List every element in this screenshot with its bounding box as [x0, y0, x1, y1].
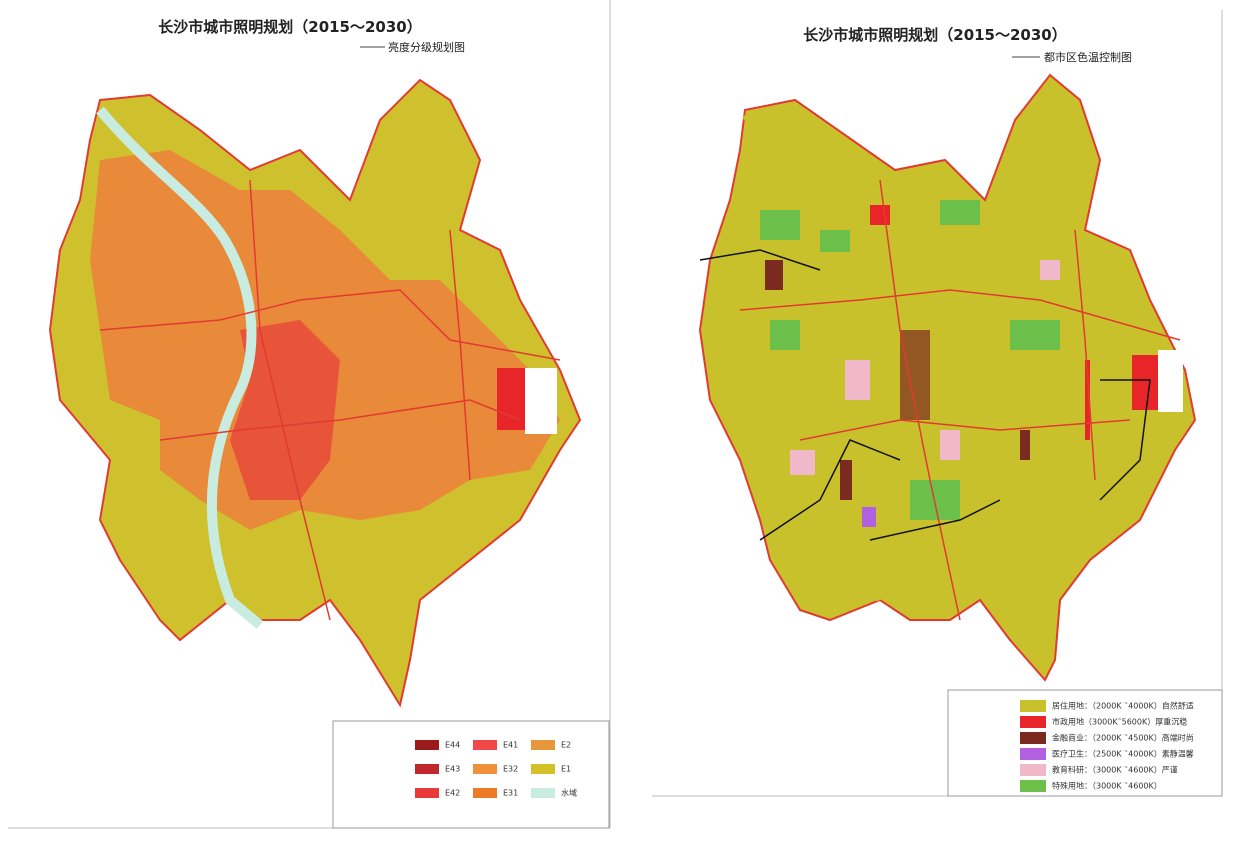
legend-label: E2 [561, 741, 571, 750]
right-panel: 长沙市城市照明规划（2015～2030） 都市区色温控制图 居住用地：（2000… [652, 10, 1223, 797]
legend-swatch [415, 764, 439, 774]
legend-label: E42 [445, 789, 460, 798]
legend-swatch [473, 788, 497, 798]
boundaries [739, 179, 1181, 621]
legend-swatch [1020, 780, 1046, 792]
legend-swatch [415, 740, 439, 750]
legend-swatch [473, 740, 497, 750]
legend-label: E44 [445, 741, 460, 750]
blank [525, 368, 557, 434]
legend-swatch [473, 764, 497, 774]
legend-label: 居住用地：（2000K ˜4000K）自然舒适 [1052, 701, 1194, 711]
brightness-zone [90, 150, 560, 530]
map-subtitle: 都市区色温控制图 [1044, 50, 1132, 64]
district-base [698, 73, 1197, 682]
map-subtitle: 亮度分级规划图 [388, 40, 465, 54]
left-panel: 长沙市城市照明规划（2015～2030） 亮度分级规划图 E44E43E42E4… [8, 0, 611, 829]
legend-label: E32 [503, 765, 518, 774]
legend-label: 水域 [561, 788, 577, 798]
legend-swatch [1020, 716, 1046, 728]
legend-swatch [531, 740, 555, 750]
legend-swatch [531, 788, 555, 798]
legend-swatch [415, 788, 439, 798]
legend-label: E1 [561, 765, 571, 774]
legend-label: 教育科研：（3000K ˜4600K）严谨 [1052, 765, 1178, 775]
legend-swatch [1020, 764, 1046, 776]
legend-swatch [1020, 700, 1046, 712]
river [96, 106, 264, 629]
legend: E44 E43 E42 E41 E32 E31 E2 E1 水域 [415, 740, 577, 798]
legend-label: 特殊用地：（3000K ˜4600K） [1052, 781, 1162, 791]
land-use-patches [760, 200, 1183, 527]
legend-label: 医疗卫生：（2500K ˜4000K）素静温馨 [1052, 749, 1194, 759]
legend-label: E43 [445, 765, 460, 774]
legend-box [947, 689, 1223, 797]
legend-swatch [1020, 748, 1046, 760]
legend-swatch [531, 764, 555, 774]
zone [497, 368, 525, 430]
core-zone [230, 320, 340, 500]
map-title: 长沙市城市照明规划（2015～2030） [803, 26, 1067, 44]
map-title: 长沙市城市照明规划（2015～2030） [158, 18, 422, 36]
legend-label: E31 [503, 789, 518, 798]
legend-box [332, 720, 610, 829]
legend-label: 金融商业：（2000K ˜4500K）高端时尚 [1052, 733, 1194, 743]
legend-label: E41 [503, 741, 518, 750]
black-boundary [699, 249, 1151, 541]
boundaries [99, 179, 561, 621]
legend-label: 市政用地（3000K˜5600K）厚重沉稳 [1052, 717, 1187, 727]
legend-swatch [1020, 732, 1046, 744]
